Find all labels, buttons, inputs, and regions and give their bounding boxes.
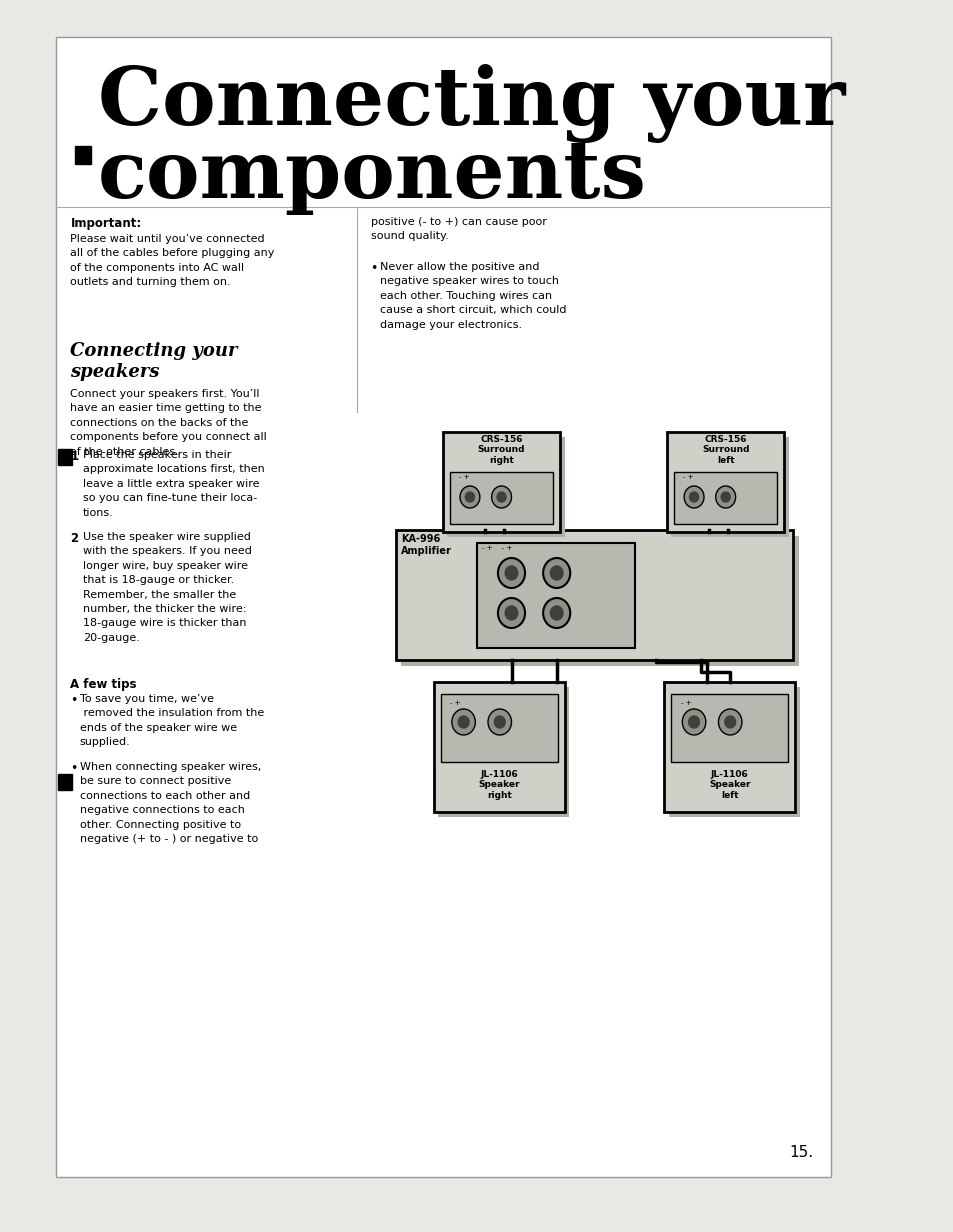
Bar xyxy=(671,437,788,537)
Circle shape xyxy=(542,598,570,628)
Circle shape xyxy=(683,485,703,508)
Text: 1: 1 xyxy=(71,450,78,463)
Circle shape xyxy=(720,492,729,501)
Text: 2: 2 xyxy=(71,532,78,545)
Text: - +    - +: - + - + xyxy=(481,545,512,551)
Text: CRS-156
Surround
right: CRS-156 Surround right xyxy=(477,435,525,464)
Text: •: • xyxy=(71,763,78,775)
Circle shape xyxy=(718,708,741,736)
Bar xyxy=(671,694,787,763)
Text: Place the speakers in their
approximate locations first, then
leave a little ext: Place the speakers in their approximate … xyxy=(83,450,265,517)
Text: positive (- to +) can cause poor
sound quality.: positive (- to +) can cause poor sound q… xyxy=(370,217,546,241)
Text: Never allow the positive and
negative speaker wires to touch
each other. Touchin: Never allow the positive and negative sp… xyxy=(379,262,565,330)
Circle shape xyxy=(497,598,524,628)
Circle shape xyxy=(550,565,562,580)
Bar xyxy=(663,683,795,812)
Text: - +: - + xyxy=(450,700,460,706)
Bar xyxy=(395,530,793,660)
Text: To save you time, we’ve
 removed the insulation from the
ends of the speaker wir: To save you time, we’ve removed the insu… xyxy=(79,694,263,747)
Text: CRS-156
Surround
left: CRS-156 Surround left xyxy=(701,435,749,464)
Bar xyxy=(434,683,564,812)
Text: Connecting your
speakers: Connecting your speakers xyxy=(71,342,237,381)
Bar xyxy=(674,472,777,524)
Circle shape xyxy=(689,492,698,501)
Circle shape xyxy=(688,716,699,728)
Bar xyxy=(437,687,569,817)
Circle shape xyxy=(505,606,517,620)
Text: JL-1106
Speaker
left: JL-1106 Speaker left xyxy=(708,770,750,800)
Circle shape xyxy=(542,558,570,588)
Circle shape xyxy=(452,708,475,736)
Text: JL-1106
Speaker
right: JL-1106 Speaker right xyxy=(478,770,519,800)
Bar xyxy=(440,694,557,763)
Circle shape xyxy=(715,485,735,508)
Bar xyxy=(668,687,799,817)
Circle shape xyxy=(724,716,735,728)
Circle shape xyxy=(457,716,469,728)
Circle shape xyxy=(497,558,524,588)
Bar xyxy=(476,543,635,648)
Text: 15.: 15. xyxy=(788,1145,813,1161)
Circle shape xyxy=(494,716,505,728)
Bar xyxy=(56,37,831,1177)
Circle shape xyxy=(459,485,479,508)
Text: A few tips: A few tips xyxy=(71,678,137,691)
Bar xyxy=(442,432,559,532)
Circle shape xyxy=(491,485,511,508)
Circle shape xyxy=(488,708,511,736)
Circle shape xyxy=(505,565,517,580)
Text: KA-996
Amplifier: KA-996 Amplifier xyxy=(401,533,452,556)
Text: components: components xyxy=(97,137,646,216)
Bar xyxy=(666,432,783,532)
Text: - +: - + xyxy=(679,700,690,706)
Text: Please wait until you’ve connected
all of the cables before plugging any
of the : Please wait until you’ve connected all o… xyxy=(71,234,274,287)
Bar xyxy=(450,472,553,524)
Bar xyxy=(447,437,564,537)
Circle shape xyxy=(497,492,505,501)
Text: Use the speaker wire supplied
with the speakers. If you need
longer wire, buy sp: Use the speaker wire supplied with the s… xyxy=(83,532,252,643)
Text: •: • xyxy=(370,262,377,275)
Text: •: • xyxy=(71,694,78,707)
Circle shape xyxy=(550,606,562,620)
Circle shape xyxy=(681,708,705,736)
Text: When connecting speaker wires,
be sure to connect positive
connections to each o: When connecting speaker wires, be sure t… xyxy=(79,763,260,844)
Circle shape xyxy=(465,492,474,501)
Text: - +: - + xyxy=(458,474,469,480)
Text: - +: - + xyxy=(682,474,693,480)
Text: Connect your speakers first. You’ll
have an easier time getting to the
connectio: Connect your speakers first. You’ll have… xyxy=(71,389,267,457)
Bar xyxy=(401,536,798,667)
Text: Connecting your: Connecting your xyxy=(97,64,844,143)
Text: Important:: Important: xyxy=(71,217,142,230)
